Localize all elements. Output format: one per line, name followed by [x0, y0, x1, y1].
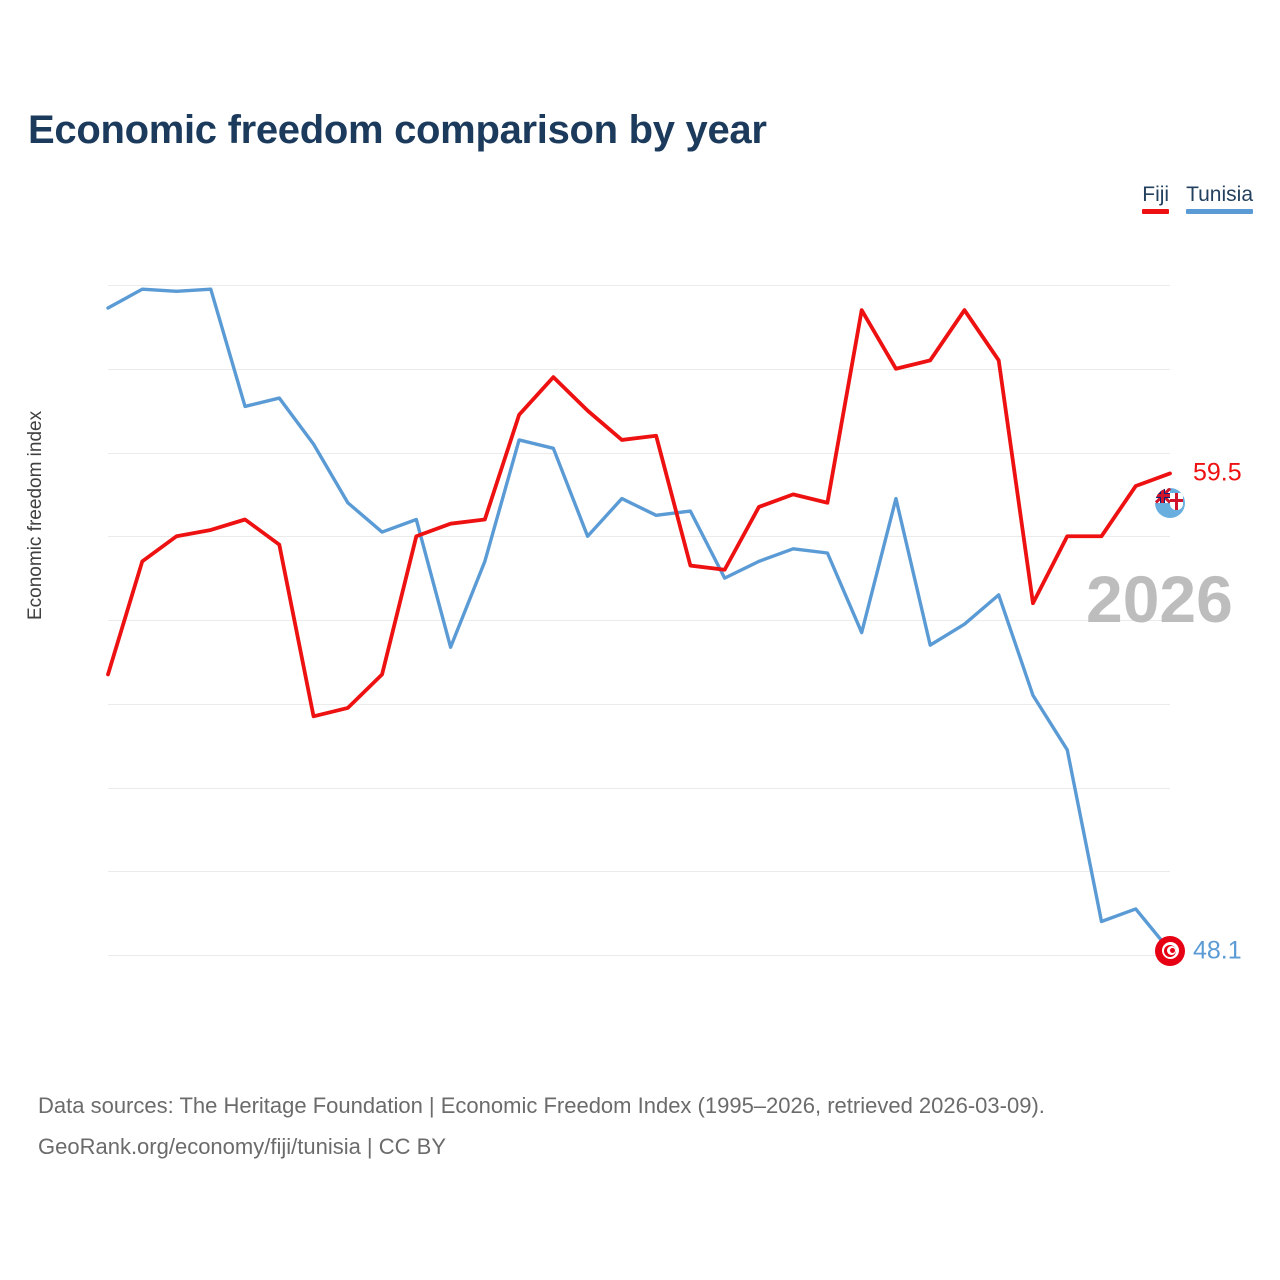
gridlines — [108, 285, 1170, 956]
legend-swatch-tunisia — [1186, 209, 1253, 214]
gridline — [108, 787, 1170, 789]
chart-legend: Fiji Tunisia — [1142, 182, 1253, 214]
tunisia-end-value: 48.1 — [1193, 936, 1242, 965]
footer: Data sources: The Heritage Foundation | … — [38, 1085, 1045, 1167]
legend-item-fiji[interactable]: Fiji — [1142, 182, 1170, 214]
year-watermark: 2026 — [1086, 562, 1233, 636]
tunisia-flag-icon — [1155, 935, 1185, 966]
gridline — [108, 703, 1170, 705]
legend-label-fiji: Fiji — [1142, 183, 1170, 206]
gridline — [108, 368, 1170, 370]
footer-line-1: Data sources: The Heritage Foundation | … — [38, 1093, 1045, 1118]
gridline — [108, 452, 1170, 454]
gridline — [108, 285, 1170, 286]
y-axis-title: Economic freedom index — [25, 410, 46, 620]
gridline — [108, 955, 1170, 956]
fiji-flag-icon — [1155, 488, 1185, 519]
legend-label-tunisia: Tunisia — [1186, 183, 1253, 206]
tunisia-star — [1169, 948, 1175, 954]
fiji-uj-red-v — [1161, 488, 1164, 504]
gridline — [108, 871, 1170, 873]
footer-line-2: GeoRank.org/economy/fiji/tunisia | CC BY — [38, 1134, 446, 1159]
fiji-end-value: 59.5 — [1193, 458, 1242, 487]
gridline — [108, 620, 1170, 621]
plot-area: 646260585654525048 199520002005201020152… — [108, 285, 1233, 956]
legend-item-tunisia[interactable]: Tunisia — [1186, 182, 1253, 214]
fiji-union-jack — [1155, 488, 1172, 505]
fiji-shield-cross-v — [1175, 493, 1178, 511]
fiji-shield — [1170, 493, 1183, 511]
page-title: Economic freedom comparison by year — [28, 108, 767, 152]
gridline — [108, 536, 1170, 538]
legend-swatch-fiji — [1142, 209, 1170, 214]
